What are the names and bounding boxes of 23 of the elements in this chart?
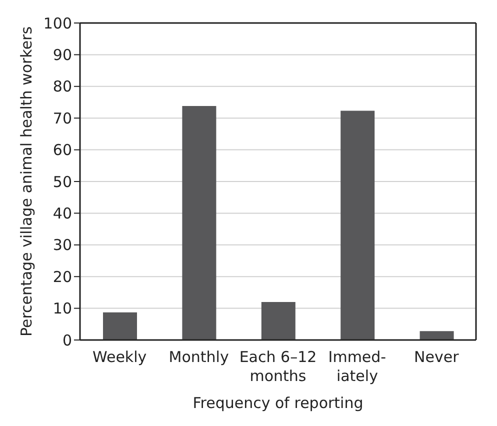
x-tick-label: Monthly — [168, 348, 229, 366]
bar — [103, 312, 137, 340]
x-tick-label: Weekly — [92, 348, 147, 366]
y-tick-label: 30 — [52, 236, 72, 254]
x-axis-title: Frequency of reporting — [192, 394, 364, 412]
y-tick-label: 0 — [62, 331, 72, 350]
y-axis-title: Percentage village animal health workers — [17, 26, 36, 337]
y-tick-label: 50 — [52, 172, 72, 191]
bar — [340, 110, 375, 340]
y-tick-label: 100 — [43, 14, 72, 32]
bar — [261, 302, 296, 340]
bar — [182, 106, 216, 340]
y-tick-label: 60 — [52, 141, 72, 160]
x-tick-label: Never — [414, 348, 460, 366]
bar — [420, 331, 454, 340]
x-tick-label: Immed- iately — [328, 348, 386, 385]
y-tick-label: 20 — [52, 268, 72, 286]
y-tick-label: 40 — [52, 204, 72, 223]
y-tick-label: 70 — [52, 109, 72, 128]
x-tick-label: Each 6–12 months — [239, 348, 317, 385]
y-tick-label: 80 — [52, 78, 72, 96]
y-tick-label: 10 — [52, 300, 72, 318]
y-tick-label: 90 — [52, 46, 72, 64]
